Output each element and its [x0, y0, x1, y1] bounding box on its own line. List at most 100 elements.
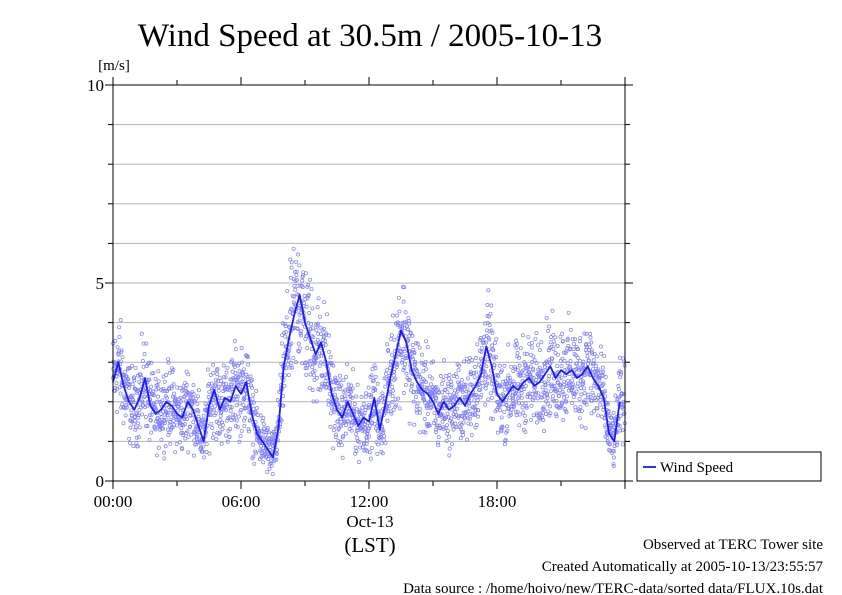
- raw-data-point: [245, 355, 250, 360]
- raw-data-point: [240, 372, 245, 377]
- raw-data-point: [436, 435, 441, 440]
- raw-data-point: [545, 395, 550, 400]
- raw-data-point: [519, 391, 524, 395]
- raw-data-point: [177, 440, 182, 445]
- raw-data-point: [618, 413, 623, 418]
- raw-data-point: [536, 343, 540, 348]
- raw-data-point: [411, 399, 416, 404]
- raw-data-point: [160, 388, 165, 393]
- raw-data-point: [128, 441, 133, 445]
- raw-data-point: [366, 385, 371, 390]
- raw-data-point: [388, 366, 393, 371]
- raw-data-point: [357, 460, 361, 464]
- raw-data-point: [266, 430, 271, 435]
- raw-data-point: [532, 395, 537, 400]
- raw-data-point: [573, 337, 578, 342]
- raw-data-point: [560, 331, 564, 336]
- raw-data-point: [434, 427, 438, 432]
- raw-data-point: [418, 410, 422, 415]
- raw-data-point: [496, 374, 501, 379]
- raw-data-point: [584, 402, 589, 407]
- raw-data-point: [122, 394, 127, 399]
- raw-data-point: [179, 426, 184, 431]
- raw-data-point: [589, 340, 594, 345]
- raw-data-point: [390, 384, 395, 389]
- raw-data-point: [166, 360, 171, 365]
- raw-data-point: [124, 403, 129, 408]
- raw-data-point: [210, 435, 215, 440]
- raw-data-point: [490, 330, 495, 335]
- raw-data-point: [396, 295, 401, 300]
- raw-data-point: [489, 328, 494, 333]
- raw-data-point: [402, 349, 407, 354]
- raw-data-point: [306, 292, 311, 297]
- raw-data-point: [305, 296, 310, 301]
- raw-data-point: [239, 428, 244, 433]
- raw-data-point: [341, 377, 346, 382]
- raw-data-point: [178, 386, 183, 391]
- raw-data-point: [546, 348, 551, 353]
- raw-data-point: [531, 366, 535, 371]
- raw-data-point: [294, 269, 299, 274]
- raw-data-point: [578, 386, 583, 390]
- raw-data-point: [386, 400, 391, 405]
- raw-data-point: [440, 412, 445, 417]
- raw-data-point: [367, 404, 372, 409]
- raw-data-point: [354, 394, 359, 399]
- raw-data-point: [178, 399, 183, 404]
- raw-data-point: [216, 384, 221, 389]
- raw-data-point: [385, 418, 390, 423]
- raw-data-point: [251, 442, 255, 447]
- raw-data-point: [472, 404, 477, 409]
- raw-data-point: [436, 443, 441, 448]
- raw-data-point: [360, 405, 365, 410]
- raw-data-point: [252, 461, 257, 466]
- raw-data-point: [345, 413, 350, 418]
- raw-data-point: [390, 394, 395, 399]
- raw-data-point: [130, 382, 135, 387]
- raw-data-point: [622, 411, 627, 416]
- raw-data-point: [502, 409, 507, 414]
- raw-data-point: [214, 378, 218, 383]
- raw-data-point: [430, 376, 435, 381]
- raw-data-point: [176, 404, 181, 409]
- raw-data-point: [444, 374, 449, 378]
- raw-data-point: [250, 377, 255, 382]
- raw-data-point: [167, 430, 172, 435]
- raw-data-point: [136, 413, 141, 418]
- y-tick-label: 10: [87, 76, 104, 95]
- raw-data-point: [307, 362, 312, 367]
- raw-data-point: [472, 375, 477, 380]
- raw-data-point: [217, 396, 222, 401]
- raw-data-point: [140, 359, 145, 363]
- raw-data-point: [546, 329, 551, 333]
- raw-data-point: [316, 331, 321, 336]
- raw-data-point: [598, 402, 602, 407]
- raw-data-point: [483, 402, 488, 407]
- raw-data-point: [444, 415, 448, 420]
- raw-data-point: [457, 363, 461, 368]
- raw-data-point: [211, 371, 216, 375]
- raw-data-point: [391, 373, 396, 378]
- raw-data-point: [133, 427, 138, 432]
- raw-data-point: [275, 447, 279, 452]
- raw-data-point: [423, 359, 428, 364]
- raw-data-point: [334, 397, 339, 402]
- raw-data-point: [583, 426, 588, 431]
- raw-data-point: [389, 411, 394, 416]
- raw-data-point: [429, 404, 434, 409]
- raw-data-point: [522, 351, 527, 356]
- raw-data-point: [287, 348, 292, 353]
- raw-data-point: [428, 402, 433, 407]
- raw-data-point: [133, 414, 138, 419]
- raw-data-point: [530, 340, 535, 345]
- raw-data-point: [154, 387, 159, 392]
- raw-data-point: [121, 421, 126, 426]
- raw-data-point: [509, 364, 514, 369]
- raw-data-point: [251, 454, 256, 459]
- raw-data-point: [548, 404, 552, 409]
- raw-data-point: [311, 326, 316, 331]
- raw-data-point: [195, 440, 200, 444]
- raw-data-point: [455, 406, 459, 411]
- raw-data-point: [239, 346, 244, 350]
